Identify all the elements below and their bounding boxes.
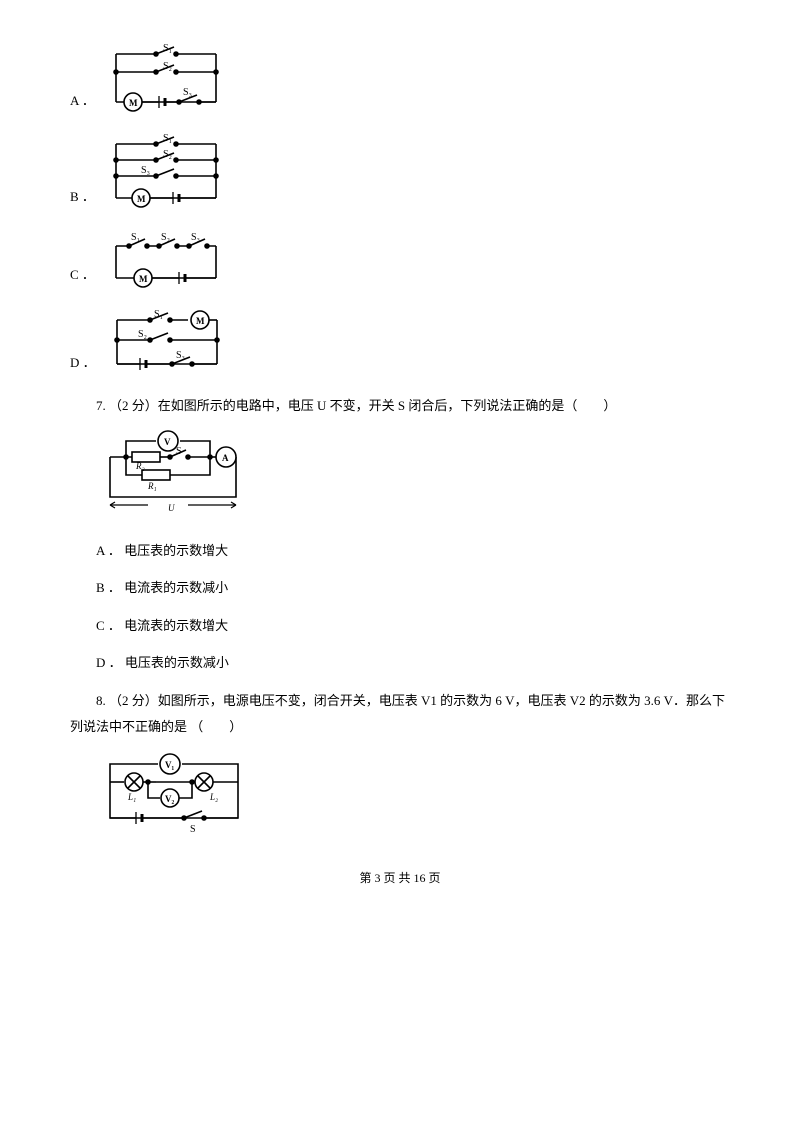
q8-text: 8. （2 分）如图所示，电源电压不变，闭合开关，电压表 V1 的示数为 6 V… <box>70 688 730 740</box>
page-content: A ． <box>0 0 800 919</box>
s1-label: S₁ <box>163 43 172 54</box>
q7-r2: R₂ <box>135 461 145 471</box>
circuit-a-diagram: S₁ S₂ S₃ M <box>101 40 231 114</box>
option-d-row: D ． S₁ S₂ S₃ M <box>70 306 730 376</box>
b-s2: S₂ <box>163 149 172 160</box>
q8-l2: L₂ <box>209 792 218 802</box>
q8-l1: L₁ <box>127 792 136 802</box>
option-c-row: C ． S₁ S₂ S₃ M <box>70 228 730 288</box>
q7-opt-c: C ． 电流表的示数增大 <box>70 614 730 637</box>
d-s2: S₂ <box>138 329 147 340</box>
option-a-label: A ． <box>70 89 95 114</box>
option-a-row: A ． <box>70 40 730 114</box>
circuit-c-diagram: S₁ S₂ S₃ M <box>101 228 231 288</box>
footer-right: 页 <box>426 871 441 885</box>
d-s1: S₁ <box>154 309 163 320</box>
q8-v1: V₁ <box>165 760 174 770</box>
c-s3: S₃ <box>191 232 200 243</box>
q7-circuit: V A R₂ S R₁ U <box>98 427 248 517</box>
q8-circuit-wrap: V₁ V₂ L₁ L₂ S <box>98 750 730 843</box>
option-c-label: C ． <box>70 263 95 288</box>
q7-a: A <box>222 453 229 463</box>
q7-opt-b: B ． 电流表的示数减小 <box>70 576 730 599</box>
d-s3: S₃ <box>176 350 185 361</box>
circuit-b-diagram: S₁ S₂ S₃ M <box>101 132 231 210</box>
option-b-row: B ． S₁ S₂ S₃ <box>70 132 730 210</box>
motor-label: M <box>129 98 138 108</box>
q7-circuit-wrap: V A R₂ S R₁ U <box>98 427 730 524</box>
footer-total: 16 <box>414 871 426 885</box>
page-footer: 第 3 页 共 16 页 <box>70 868 730 890</box>
option-d-label: D ． <box>70 351 96 376</box>
c-s1: S₁ <box>131 232 140 243</box>
q7-r1: R₁ <box>147 481 157 491</box>
q8-s: S <box>190 824 196 835</box>
option-b-label: B ． <box>70 185 95 210</box>
c-motor: M <box>139 274 148 284</box>
s2-label: S₂ <box>163 61 172 72</box>
circuit-d-diagram: S₁ S₂ S₃ M <box>102 306 232 376</box>
q7-v: V <box>164 437 171 447</box>
b-s3: S₃ <box>141 165 150 176</box>
footer-mid: 页 共 <box>380 871 413 885</box>
b-s1: S₁ <box>163 133 172 144</box>
d-motor: M <box>196 316 205 326</box>
q7-opt-d: D ． 电压表的示数减小 <box>70 651 730 674</box>
s3-label: S₃ <box>183 87 192 98</box>
q7-u: U <box>168 503 175 513</box>
b-motor: M <box>137 194 146 204</box>
q7-text: 7. （2 分）在如图所示的电路中，电压 U 不变，开关 S 闭合后，下列说法正… <box>70 394 730 417</box>
c-s2: S₂ <box>161 232 170 243</box>
q8-v2: V₂ <box>165 794 174 804</box>
q7-s: S <box>176 446 182 457</box>
footer-left: 第 <box>359 871 374 885</box>
q8-circuit: V₁ V₂ L₁ L₂ S <box>98 750 253 836</box>
q7-opt-a: A ． 电压表的示数增大 <box>70 539 730 562</box>
